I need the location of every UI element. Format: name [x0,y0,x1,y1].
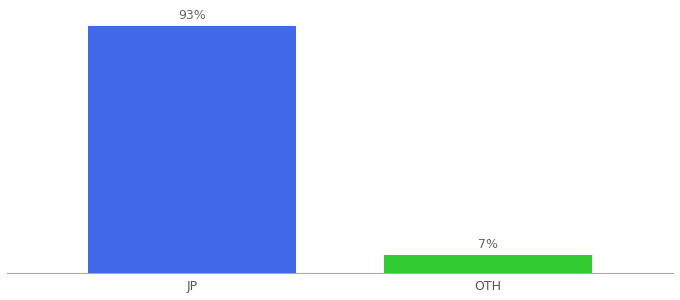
Text: 93%: 93% [178,9,206,22]
Bar [88,26,296,273]
Bar [384,254,592,273]
Text: 7%: 7% [478,238,498,250]
